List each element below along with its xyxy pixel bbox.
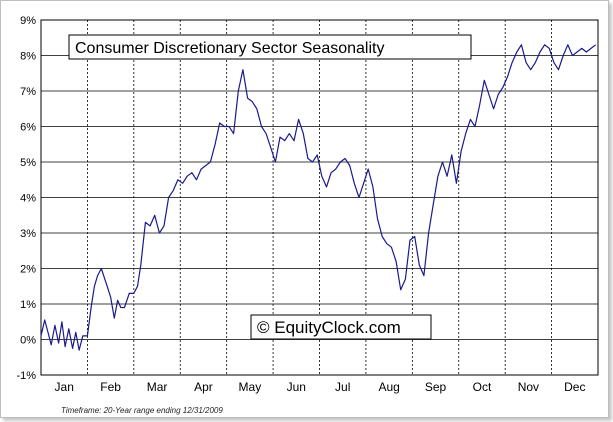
footnote-text: Timeframe: 20-Year range ending 12/31/20… [61,406,223,415]
watermark-border [250,314,432,340]
y-tick-label: 1% [20,299,36,311]
x-tick-label: Mar [147,380,168,394]
y-tick-label: 2% [20,264,36,276]
chart-title-box: Consumer Discretionary Sector Seasonalit… [68,34,472,60]
chart-title: Consumer Discretionary Sector Seasonalit… [75,40,384,57]
watermark-text: © EquityClock.com [257,318,401,337]
y-tick-label: 5% [20,157,36,169]
x-tick-label: Apr [194,380,213,394]
x-tick-label: Jan [55,380,74,394]
y-tick-label: 4% [20,193,36,205]
y-axis-tick-labels: 9% 8% 7% 6% 5% 4% 3% 2% 1% 0% -1% [16,15,36,382]
x-tick-label: May [239,380,262,394]
x-tick-label: Jun [287,380,306,394]
y-tick-label: 6% [20,122,36,134]
x-axis-month-labels: Jan Feb Mar Apr May Jun Jul Aug Sep Oct Nov Dec [55,380,586,394]
x-tick-label: Nov [518,380,539,394]
x-tick-label: Dec [564,380,585,394]
y-tick-label: 8% [20,51,36,63]
x-tick-label: Sep [425,380,447,394]
seasonality-line [40,44,597,351]
y-tick-label: 3% [20,228,36,240]
y-tick-label: 0% [20,335,36,347]
x-tick-label: Aug [378,380,399,394]
x-tick-label: Oct [473,380,492,394]
y-tick-label: -1% [16,370,36,382]
y-tick-label: 9% [20,15,36,27]
title-border [68,34,472,60]
vertical-gridlines [87,20,552,375]
y-tick-label: 7% [20,86,36,98]
x-tick-label: Jul [335,380,350,394]
x-tick-label: Feb [100,380,121,394]
watermark-box: © EquityClock.com [250,314,432,340]
seasonality-chart: 9%8%7%6%5%4%3%2%1%0%-1% Jan Feb Mar Apr May J… [16,15,599,415]
